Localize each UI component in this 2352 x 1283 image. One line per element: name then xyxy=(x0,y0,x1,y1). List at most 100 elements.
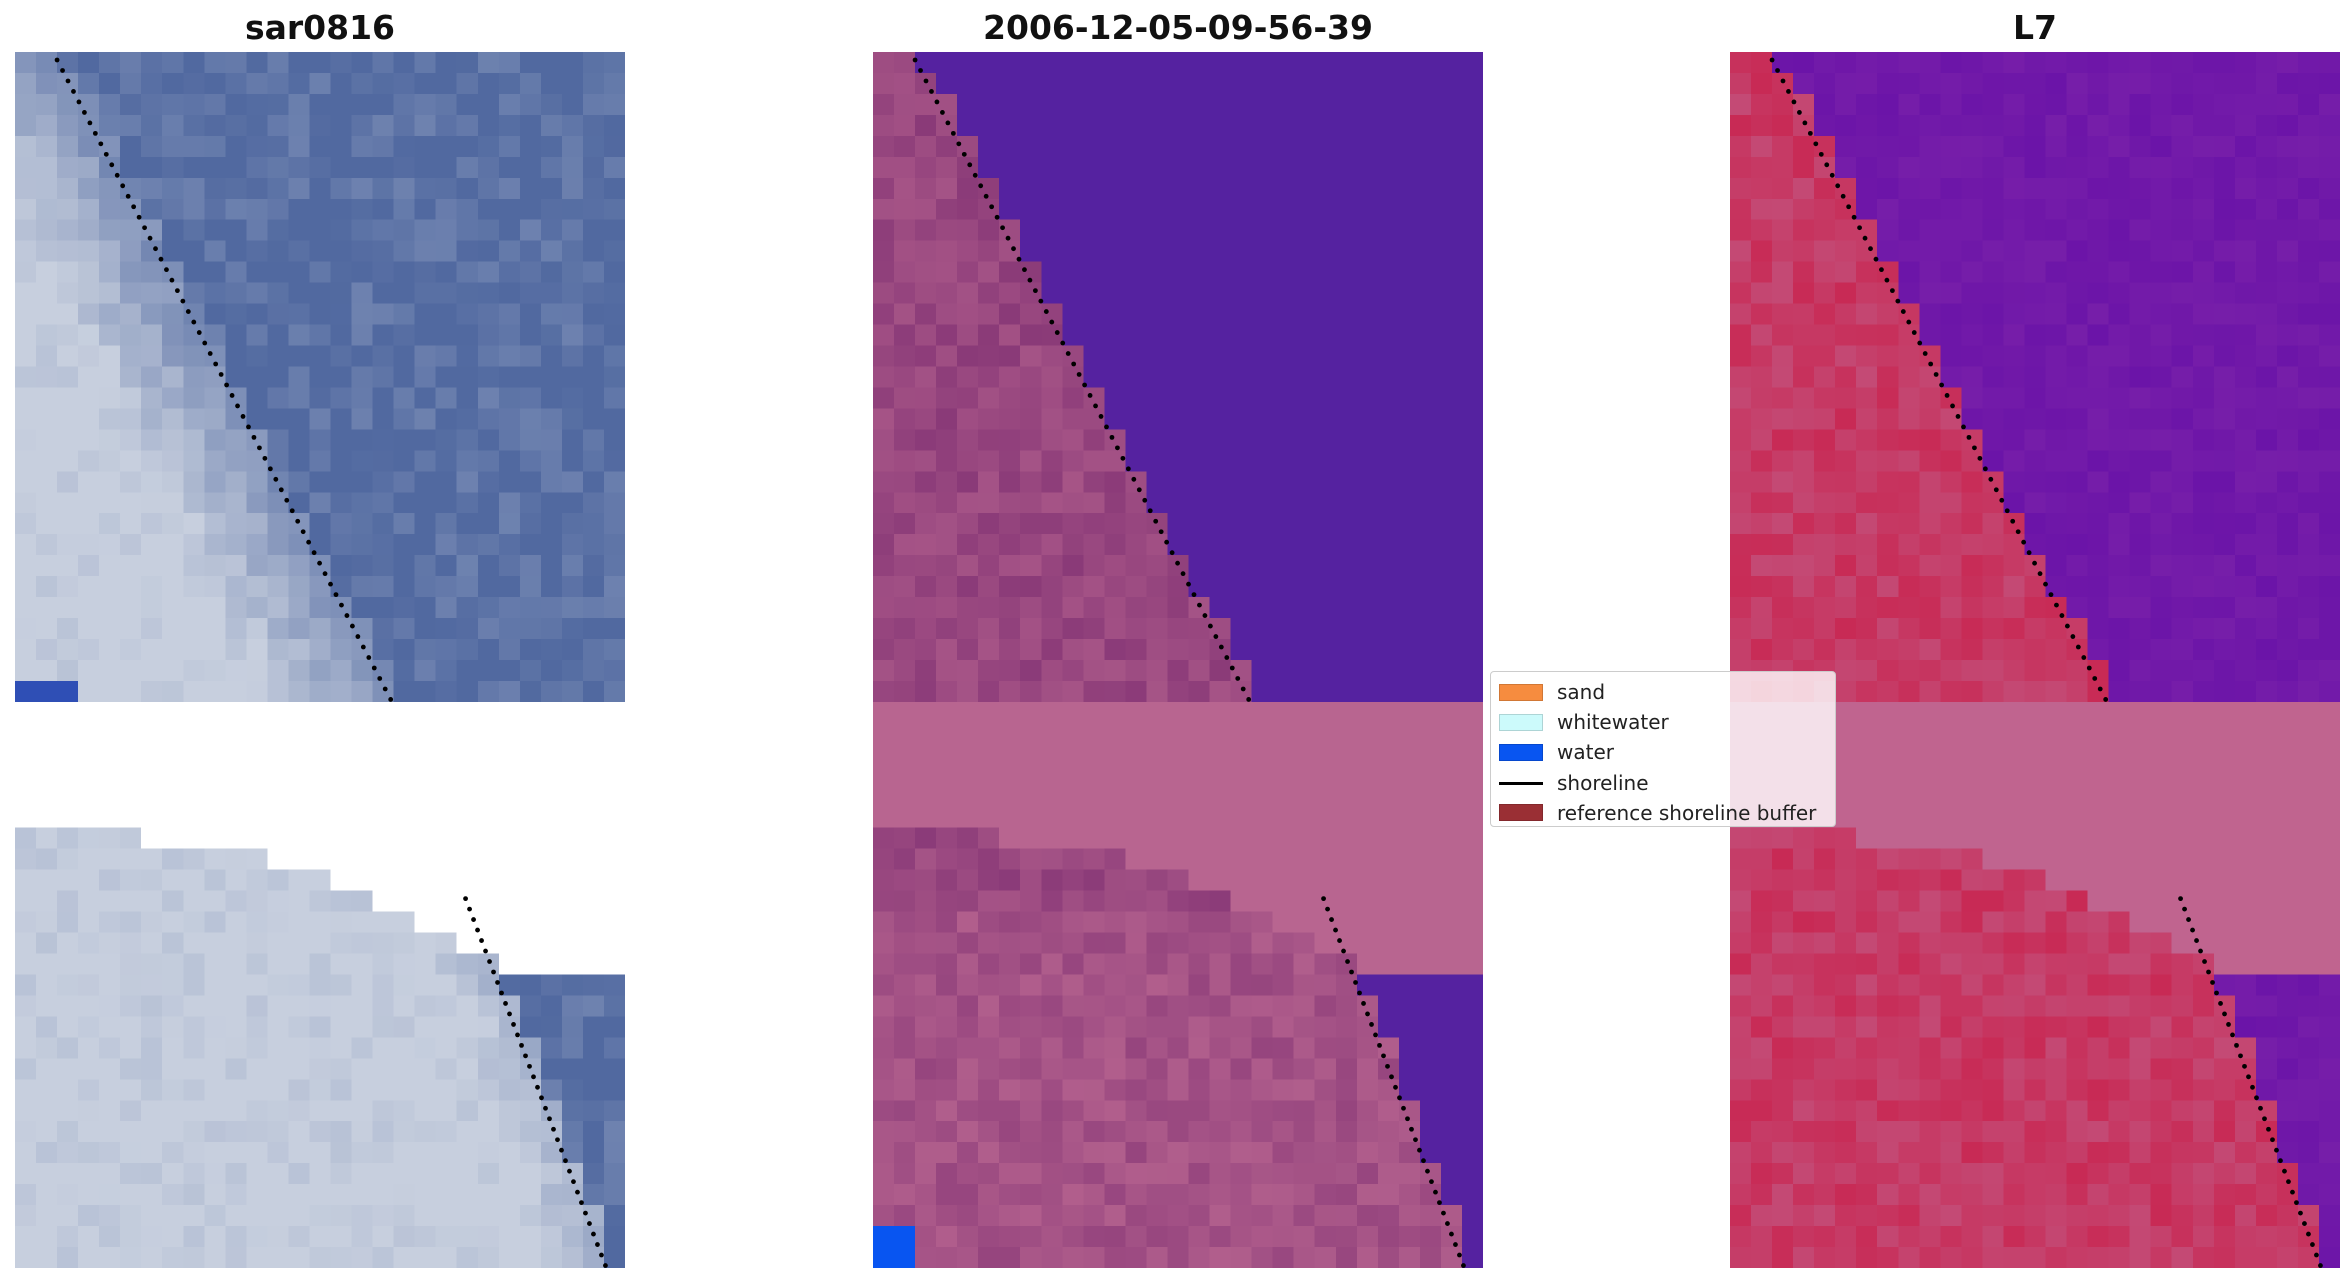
shoreline-point xyxy=(1027,277,1033,283)
shoreline-point xyxy=(1065,351,1071,356)
shoreline-point xyxy=(483,948,488,954)
shoreline-point xyxy=(1453,1242,1458,1247)
shoreline-point xyxy=(961,151,967,157)
shoreline-point xyxy=(1361,1001,1366,1006)
shoreline-point xyxy=(1813,141,1819,147)
shoreline-point xyxy=(267,466,273,472)
shoreline-point xyxy=(1186,581,1191,587)
shoreline-point xyxy=(82,110,87,115)
shoreline-point xyxy=(1224,655,1230,660)
shoreline-point xyxy=(355,634,361,639)
shoreline-point xyxy=(523,1053,528,1059)
shoreline-point xyxy=(2234,1042,2239,1048)
shoreline-point xyxy=(240,414,246,419)
shoreline-point xyxy=(2282,1168,2287,1174)
shoreline-point xyxy=(213,361,219,367)
shoreline-point xyxy=(579,1200,584,1206)
rgb-satellite-image xyxy=(15,52,625,1268)
shoreline-point xyxy=(1873,256,1879,262)
shoreline-point xyxy=(989,204,995,210)
shoreline-point xyxy=(1377,1042,1382,1048)
shoreline-point xyxy=(1136,487,1142,493)
shoreline-point xyxy=(2054,602,2059,608)
shoreline-point xyxy=(349,623,355,629)
shoreline-point xyxy=(543,1105,548,1111)
shoreline-point xyxy=(251,434,257,440)
shoreline-line-swatch xyxy=(1499,781,1543,785)
shoreline-point xyxy=(1911,330,1917,335)
shoreline-point xyxy=(278,487,284,493)
shoreline-point xyxy=(185,309,191,314)
shoreline-point xyxy=(1016,256,1022,262)
shoreline-point xyxy=(1071,361,1077,367)
shoreline-point xyxy=(2021,539,2027,545)
shoreline-point xyxy=(1005,235,1011,241)
shoreline-point xyxy=(1769,57,1775,63)
shoreline-point xyxy=(1851,214,1857,220)
shoreline-point xyxy=(1337,938,1342,943)
shoreline-point xyxy=(575,1189,580,1195)
shoreline-point xyxy=(120,183,126,189)
shoreline-point xyxy=(103,151,109,157)
shoreline-point xyxy=(339,602,344,608)
shoreline-point xyxy=(1409,1126,1414,1132)
shoreline-point xyxy=(65,78,71,84)
legend-item-reference-shoreline-buffer: reference shoreline buffer xyxy=(1491,798,1835,828)
shoreline-point xyxy=(1393,1084,1398,1090)
shoreline-point xyxy=(2010,518,2016,524)
legend-label: whitewater xyxy=(1557,710,1669,735)
shoreline-point xyxy=(2242,1063,2247,1069)
water-swatch xyxy=(1499,743,1543,761)
shoreline-point xyxy=(1982,466,1988,472)
shoreline-point xyxy=(1093,403,1098,409)
shoreline-point xyxy=(1405,1116,1410,1122)
shoreline-point xyxy=(2266,1126,2271,1132)
shoreline-point xyxy=(1445,1221,1450,1226)
shoreline-point xyxy=(1401,1105,1406,1111)
shoreline-point xyxy=(567,1168,572,1174)
shoreline-point xyxy=(467,906,472,912)
shoreline-point xyxy=(1197,602,1202,608)
shoreline-point xyxy=(1120,455,1126,461)
shoreline-point xyxy=(978,183,984,189)
shoreline-point xyxy=(2222,1011,2227,1017)
shoreline-point xyxy=(174,288,180,294)
shoreline-point xyxy=(2246,1074,2251,1080)
shoreline-point xyxy=(1461,1263,1466,1268)
shoreline-point xyxy=(1933,372,1939,377)
shoreline-point xyxy=(547,1116,552,1122)
shoreline-point xyxy=(2210,980,2215,985)
index-image-panel xyxy=(1730,52,2340,1268)
shoreline-point xyxy=(1104,424,1109,430)
shoreline-point xyxy=(1349,969,1354,975)
shoreline-point xyxy=(273,476,279,482)
shoreline-point xyxy=(257,445,262,451)
shoreline-point xyxy=(109,162,115,168)
shoreline-point xyxy=(114,172,120,178)
shoreline-point xyxy=(2178,896,2183,902)
shoreline-point xyxy=(333,592,339,598)
shoreline-point xyxy=(295,518,301,524)
shoreline-point xyxy=(1972,445,1977,451)
legend: sand whitewater water shoreline referenc… xyxy=(1490,671,1836,827)
classified-image-panel xyxy=(873,52,1483,1268)
shoreline-point xyxy=(2294,1200,2299,1206)
shoreline-point xyxy=(539,1095,544,1101)
shoreline-point xyxy=(555,1137,560,1143)
shoreline-point xyxy=(1961,424,1966,430)
shoreline-point xyxy=(559,1147,564,1153)
shoreline-point xyxy=(507,1011,512,1017)
shoreline-point xyxy=(2198,948,2203,954)
shoreline-point xyxy=(499,990,504,996)
shoreline-point xyxy=(1397,1095,1402,1101)
shoreline-point xyxy=(2298,1210,2303,1216)
shoreline-point xyxy=(1928,361,1934,367)
shoreline-point xyxy=(527,1063,532,1069)
shoreline-point xyxy=(912,57,918,63)
legend-item-whitewater: whitewater xyxy=(1491,707,1835,737)
shoreline-point xyxy=(2186,917,2191,922)
shoreline-point xyxy=(382,686,388,692)
shoreline-point xyxy=(2290,1189,2295,1195)
shoreline-point xyxy=(1191,592,1197,598)
shoreline-point xyxy=(918,68,923,73)
